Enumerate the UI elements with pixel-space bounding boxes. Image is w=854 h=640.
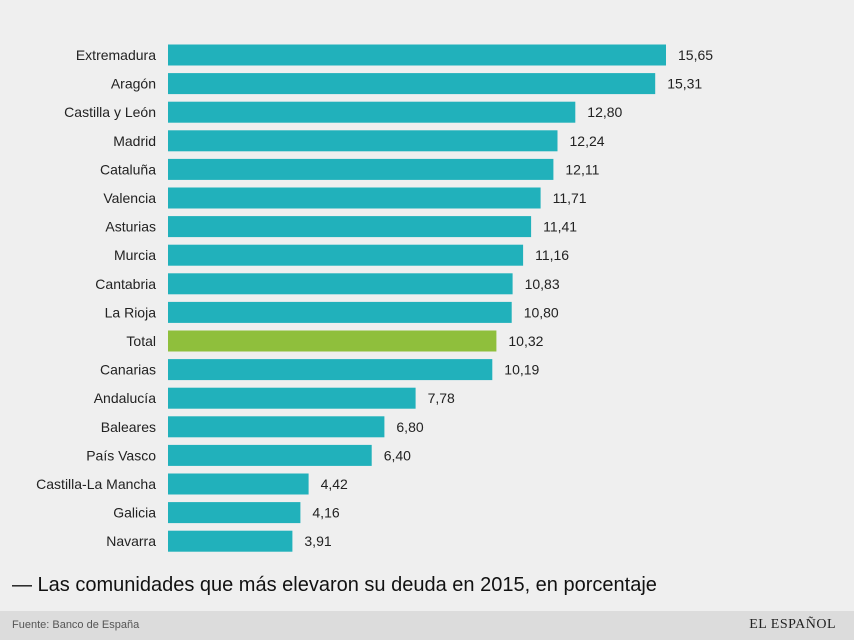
category-label: Castilla y León [64, 104, 156, 120]
bar [168, 273, 513, 295]
bar [168, 502, 301, 524]
footer-bar: Fuente: Banco de España EL ESPAÑOL [0, 611, 854, 640]
value-label: 12,11 [565, 161, 599, 177]
value-label: 10,80 [524, 304, 559, 320]
bar [168, 44, 666, 66]
bar [168, 130, 558, 152]
category-label: Andalucía [94, 390, 156, 406]
brand-logo: EL ESPAÑOL [749, 617, 836, 632]
value-label: 11,16 [535, 247, 569, 263]
bar [168, 387, 416, 409]
value-label: 15,65 [678, 47, 713, 63]
category-label: La Rioja [105, 304, 157, 320]
bar [168, 187, 541, 209]
value-label: 11,71 [553, 190, 587, 206]
bar [168, 416, 385, 438]
category-label: Cataluña [100, 161, 156, 177]
category-label: Galicia [113, 505, 156, 521]
chart-title: — Las comunidades que más elevaron su de… [12, 574, 657, 596]
category-label: Castilla-La Mancha [36, 476, 156, 492]
value-label: 10,32 [508, 333, 543, 349]
bar [168, 301, 512, 323]
value-label: 11,41 [543, 219, 577, 235]
category-label: Cantabria [95, 276, 156, 292]
bar-highlight [168, 330, 497, 352]
value-label: 10,83 [525, 276, 560, 292]
category-label: Baleares [101, 419, 156, 435]
bar [168, 73, 656, 95]
value-label: 6,80 [396, 419, 423, 435]
value-label: 6,40 [384, 447, 411, 463]
value-label: 12,80 [587, 104, 622, 120]
bar [168, 216, 532, 238]
category-label: Aragón [111, 76, 156, 92]
bar [168, 530, 293, 552]
category-label: Navarra [106, 533, 156, 549]
value-label: 15,31 [667, 76, 702, 92]
value-label: 3,91 [304, 533, 331, 549]
source-note: Fuente: Banco de España [12, 619, 140, 631]
bar [168, 158, 554, 180]
category-label: Valencia [103, 190, 156, 206]
value-label: 10,19 [504, 362, 539, 378]
category-label: Canarias [100, 362, 156, 378]
category-label: Murcia [114, 247, 156, 263]
bar [168, 359, 493, 381]
bar [168, 473, 309, 495]
value-label: 12,24 [570, 133, 605, 149]
category-label: Madrid [113, 133, 156, 149]
category-label: Extremadura [76, 47, 156, 63]
value-label: 4,42 [321, 476, 348, 492]
value-label: 7,78 [428, 390, 455, 406]
category-label: País Vasco [86, 447, 156, 463]
bar [168, 444, 372, 466]
bar [168, 244, 524, 266]
bar [168, 101, 576, 123]
bar-chart: Extremadura 15,65 Aragón 15,31 Castilla y Le… [36, 44, 713, 552]
value-label: 4,16 [312, 505, 339, 521]
chart-svg: Extremadura 15,65 Aragón 15,31 Castilla y Le… [36, 44, 713, 552]
category-label: Asturias [105, 219, 156, 235]
category-label: Total [126, 333, 156, 349]
